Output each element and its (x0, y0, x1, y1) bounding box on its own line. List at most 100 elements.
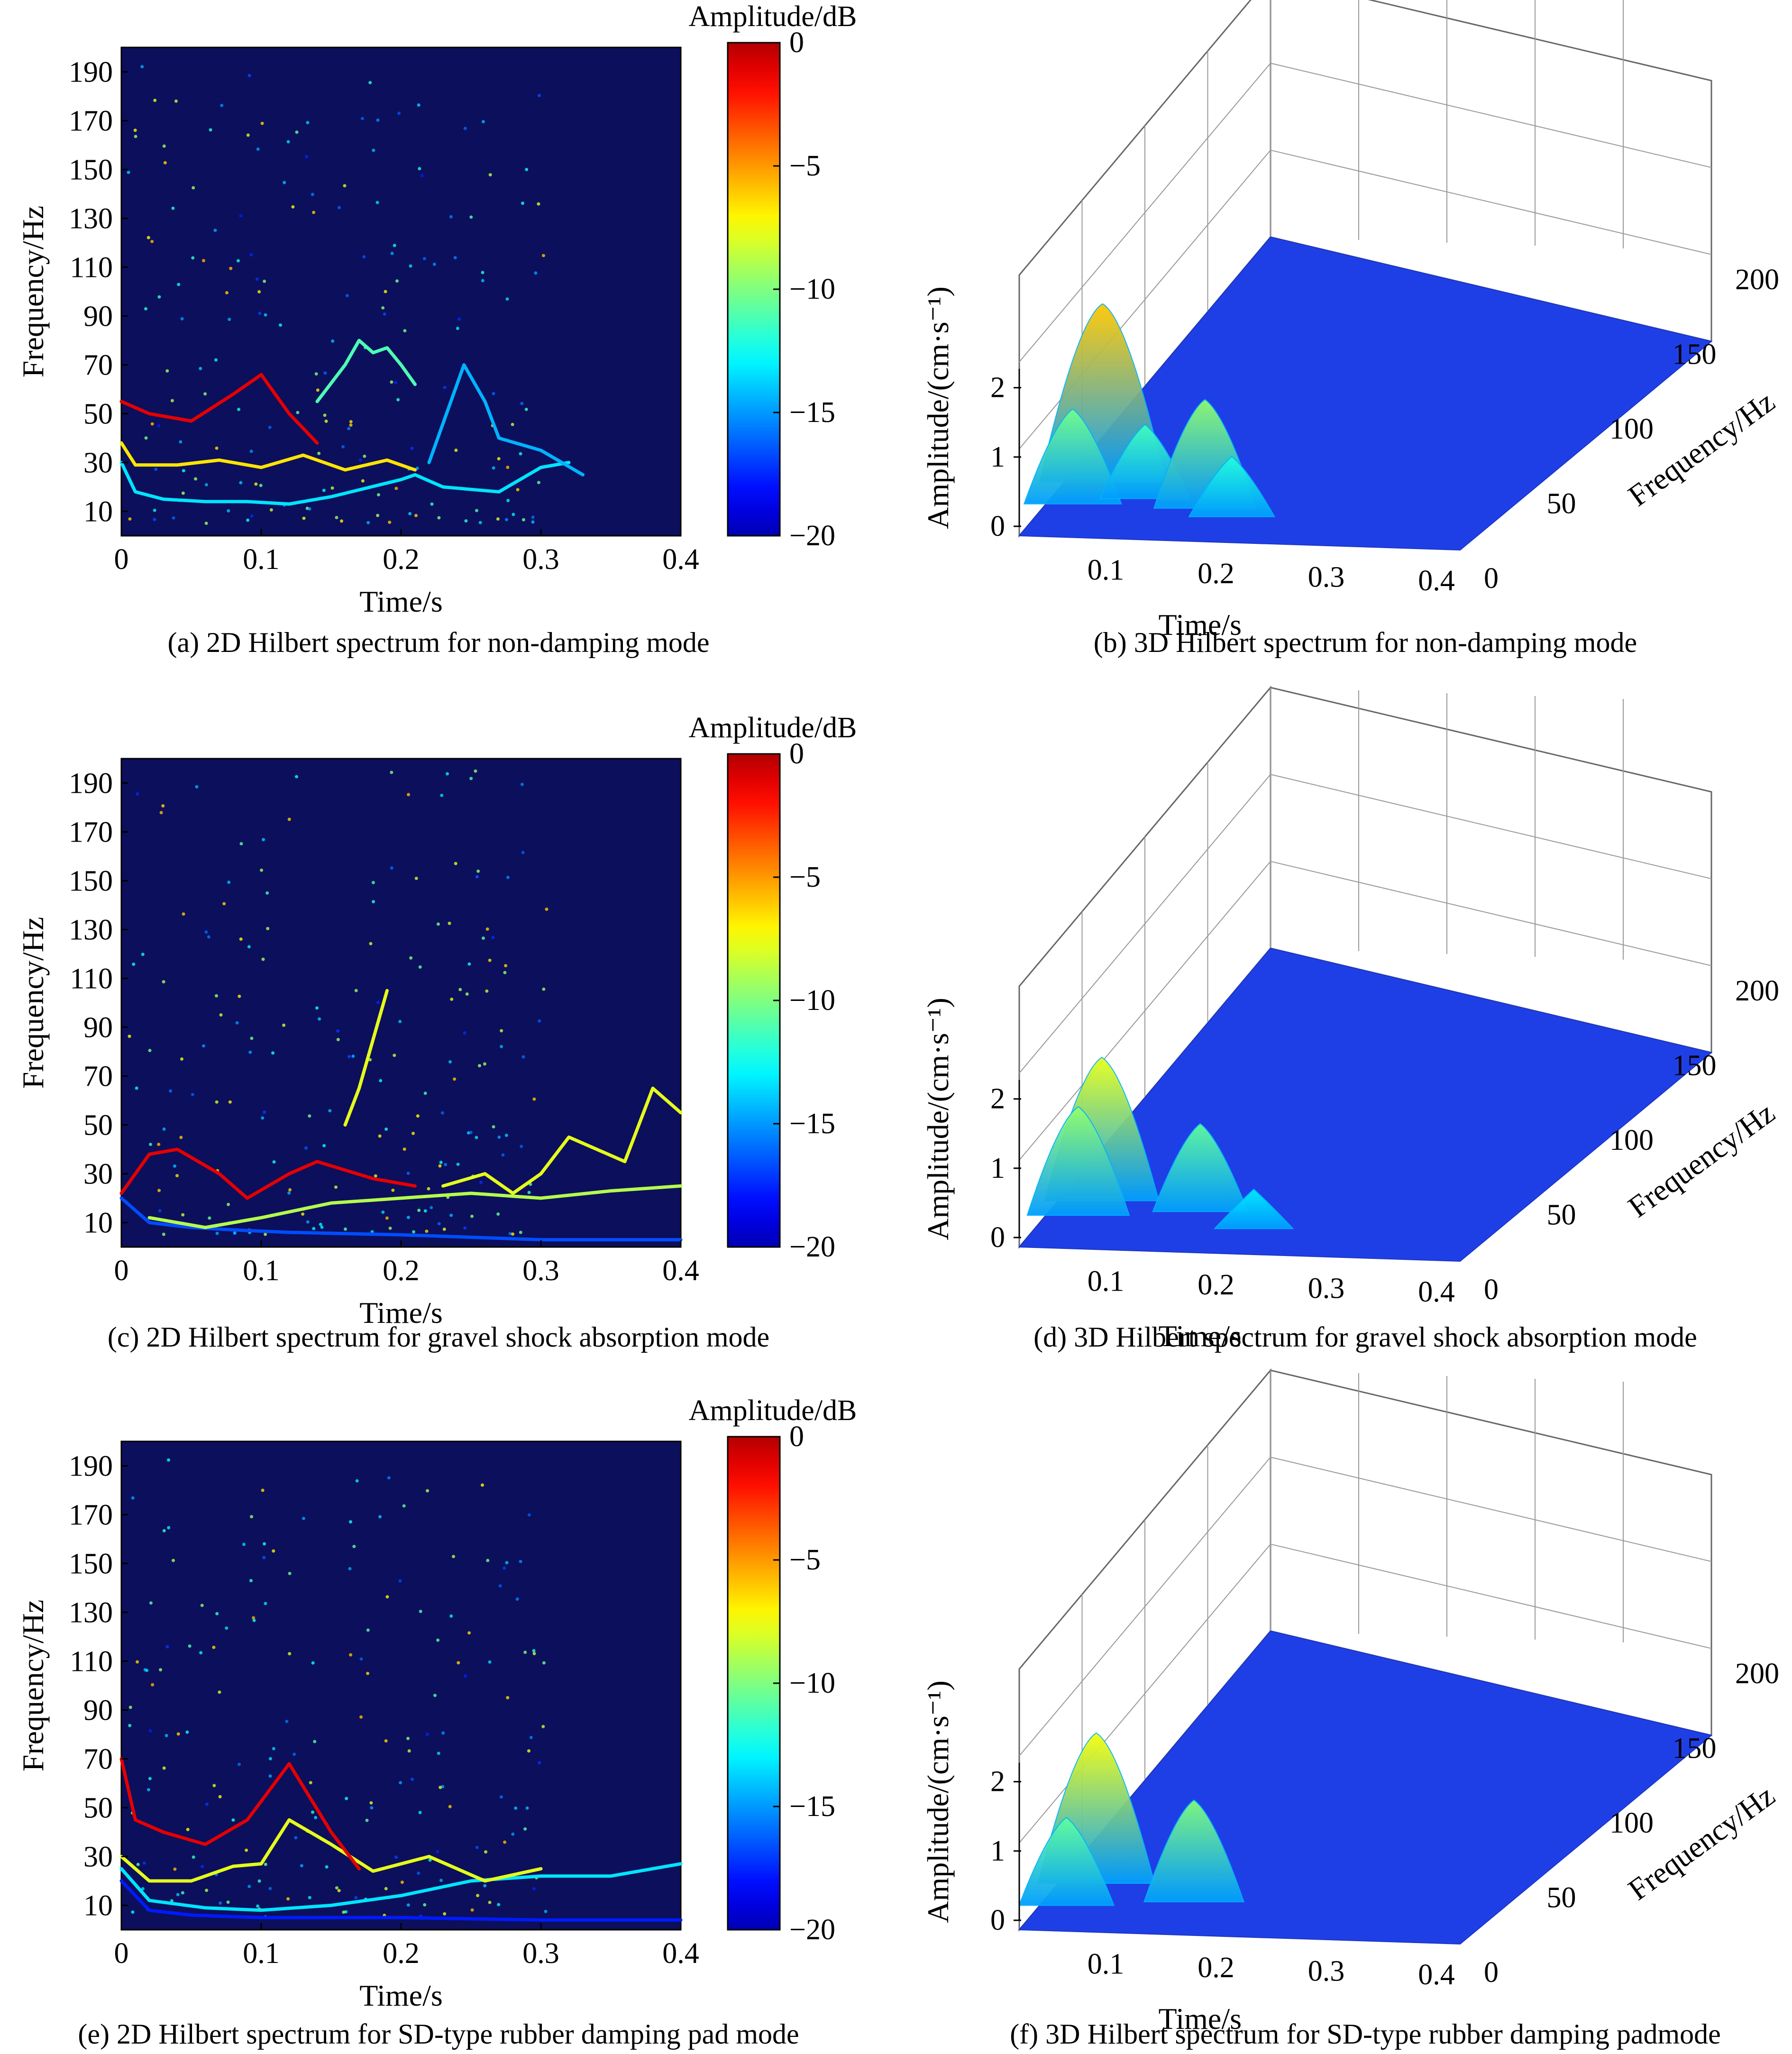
caption: (f) 3D Hilbert spectrum for SD-type rubb… (1010, 2018, 1721, 2050)
speckle-point (372, 148, 375, 152)
speckle-point (448, 921, 451, 925)
speckle-point (358, 458, 362, 462)
speckle-point (336, 1029, 340, 1033)
speckle-point (542, 1661, 546, 1665)
series-line-4 (441, 1086, 683, 1195)
speckle-point (432, 262, 436, 266)
speckle-point (496, 517, 500, 521)
speckle-point (272, 1549, 275, 1553)
speckle-point (272, 1747, 275, 1751)
speckle-point (499, 1795, 503, 1799)
speckle-point (218, 1690, 221, 1694)
speckle-point (450, 997, 454, 1001)
speckle-point (179, 440, 183, 444)
speckle-point (268, 1757, 272, 1761)
z-tick-label: 1 (990, 1152, 1005, 1184)
speckle-point (185, 1730, 189, 1734)
speckle-point (463, 1031, 466, 1035)
speckle-point (400, 1880, 404, 1884)
speckle-point (505, 297, 509, 301)
z-tick-label: 2 (990, 1766, 1005, 1798)
speckle-point (153, 518, 156, 522)
speckle-point (485, 989, 489, 993)
surface-peak (1152, 1123, 1249, 1212)
y-tick-label: 50 (1547, 488, 1576, 520)
speckle-point (215, 994, 219, 998)
speckle-point (306, 1220, 310, 1224)
speckle-point (135, 1086, 138, 1090)
series-line-3 (119, 1147, 417, 1200)
speckle-point (527, 1513, 531, 1517)
surface-peak (1018, 1816, 1115, 1906)
speckle-point (159, 811, 163, 815)
y-tick-label: 150 (69, 865, 113, 898)
y-tick-label: 110 (70, 963, 113, 995)
speckle-point (176, 1732, 180, 1736)
speckle-point (394, 381, 398, 385)
z-tick-label: 0 (990, 1904, 1005, 1936)
speckle-point (479, 1181, 483, 1184)
speckle-point (231, 1818, 235, 1822)
speckle-point (162, 144, 166, 148)
x-tick-label: 0.2 (383, 1937, 420, 1970)
x-tick-label: 0.4 (1418, 1959, 1455, 1991)
speckle-point (361, 479, 365, 483)
speckle-point (312, 1227, 316, 1230)
speckle-point (151, 1683, 155, 1687)
speckle-point (165, 1733, 168, 1737)
speckle-point (149, 1601, 153, 1605)
speckle-point (192, 186, 195, 190)
x-tick-label: 0.3 (522, 1255, 559, 1287)
speckle-point (521, 1055, 525, 1059)
speckle-point (439, 1160, 443, 1164)
y-axis-title: Frequency/Hz (16, 917, 50, 1089)
speckle-point (439, 1879, 443, 1882)
y-tick-label: 100 (1609, 1807, 1654, 1839)
speckle-point (366, 521, 370, 524)
speckle-point (207, 935, 210, 939)
surface-peak (1213, 1188, 1294, 1229)
speckle-point (385, 1595, 389, 1599)
speckle-point (315, 1006, 319, 1010)
speckle-point (437, 516, 441, 520)
speckle-point (165, 1645, 169, 1649)
speckle-point (538, 1761, 541, 1765)
speckle-point (316, 388, 320, 392)
speckle-point (131, 1910, 135, 1914)
speckle-point (264, 1232, 267, 1236)
colorbar-title: Amplitude/dB (689, 1394, 857, 1427)
panel-b: 0 1 2 0.1 0.2 0.3 0.4 0 50 100 150 200 Time/s Frequen… (921, 0, 1781, 658)
speckle-point (314, 1816, 318, 1819)
speckle-point (395, 279, 399, 283)
speckle-point (194, 477, 198, 481)
speckle-point (406, 1171, 410, 1175)
speckle-point (250, 514, 254, 518)
colorbar-tick-label: −5 (789, 1544, 821, 1576)
speckle-point (128, 1035, 131, 1038)
speckle-point (285, 1720, 289, 1724)
speckle-point (252, 1619, 256, 1623)
speckle-point (252, 1616, 256, 1620)
speckle-point (212, 1784, 216, 1788)
speckle-point (158, 1209, 162, 1212)
wall-grid-line (1019, 1457, 1712, 1756)
speckle-point (417, 1871, 421, 1875)
speckle-point (501, 1153, 505, 1157)
speckle-point (236, 259, 240, 263)
z-axis-title: Amplitude/(cm·s⁻¹) (921, 286, 955, 529)
colorbar (727, 1436, 781, 1931)
speckle-point (239, 481, 243, 485)
speckle-point (416, 1114, 420, 1118)
speckle-point (302, 516, 306, 520)
x-axis-title: Time/s (359, 1979, 443, 2012)
speckle-point (379, 1079, 383, 1082)
speckle-point (449, 1213, 453, 1217)
y-axis-title: Frequency/Hz (1622, 385, 1781, 513)
speckle-point (504, 1133, 508, 1137)
speckle-point (381, 1210, 385, 1214)
speckle-point (323, 413, 327, 417)
speckle-point (503, 971, 507, 974)
speckle-point (465, 992, 469, 996)
speckle-point (463, 127, 467, 130)
y-tick-label: 150 (1673, 339, 1717, 371)
